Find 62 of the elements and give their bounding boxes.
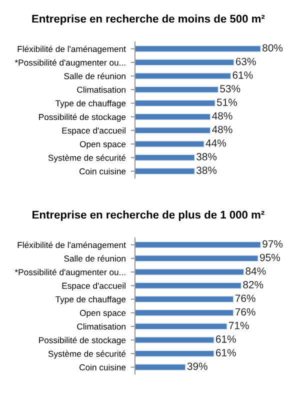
bar — [135, 72, 232, 80]
bar — [135, 86, 219, 94]
y-tick-label: Système de sécurité — [48, 350, 126, 359]
bar — [135, 254, 259, 262]
bar — [135, 336, 214, 344]
y-tick-label: Fléxibilité de l'aménagement — [18, 46, 126, 54]
y-tick-label: Salle de réunion — [64, 255, 126, 262]
y-tick-label: *Possibilité d'augmenter ou... — [14, 268, 126, 277]
data-label: 97% — [262, 240, 283, 248]
chart-title: Entreprise en recherche de moins de 500 m² — [32, 14, 265, 25]
y-tick-label: Coin cuisine — [80, 364, 126, 370]
bar — [135, 58, 234, 66]
data-label: 61% — [216, 349, 236, 356]
bar — [135, 364, 186, 371]
bar — [135, 296, 234, 303]
y-tick-label: Type de chauffage — [55, 100, 126, 108]
data-label: 48% — [212, 126, 232, 134]
data-label: 82% — [243, 281, 264, 288]
y-tick-label: Possibilité de stockage — [39, 114, 126, 122]
bar — [135, 350, 214, 358]
bar — [135, 309, 234, 316]
y-tick-label: Coin cuisine — [80, 168, 126, 174]
data-label: 84% — [246, 267, 266, 275]
y-tick-label: Espace d'accueil — [62, 127, 126, 136]
data-label: 80% — [262, 44, 283, 52]
data-label: 48% — [212, 112, 232, 120]
y-tick-label: Climatisation — [77, 323, 126, 330]
bar — [135, 282, 242, 290]
y-tick-label: Open space — [80, 310, 126, 318]
data-label: 51% — [216, 98, 238, 106]
y-tick-label: Fléxibilité de l'aménagement — [18, 242, 126, 250]
data-label: 61% — [216, 335, 236, 343]
chart-title: Entreprise en recherche de plus de 1 000 m² — [32, 210, 264, 221]
data-label: 76% — [235, 294, 256, 302]
y-tick-label: Possibilité de stockage — [39, 336, 126, 345]
y-tick-label: Espace d'accueil — [62, 282, 126, 291]
bar — [135, 100, 216, 107]
bar — [135, 140, 205, 148]
bar — [135, 154, 196, 162]
data-label: 38% — [196, 153, 217, 160]
data-label: 95% — [260, 254, 280, 262]
bar — [135, 45, 262, 52]
data-label: 61% — [232, 71, 253, 79]
bar — [135, 168, 196, 175]
y-tick-label: Open space — [80, 141, 126, 149]
y-tick-label: Salle de réunion — [64, 72, 126, 80]
bar — [135, 241, 262, 248]
data-label: 53% — [220, 85, 240, 92]
data-label: 76% — [235, 308, 256, 316]
data-label: 71% — [228, 322, 249, 330]
data-label: 44% — [206, 139, 226, 147]
bar — [135, 126, 211, 134]
y-tick-label: Système de sécurité — [48, 154, 126, 163]
data-label: 38% — [196, 166, 217, 174]
bar — [135, 113, 211, 120]
bar — [135, 268, 244, 276]
y-tick-label: Climatisation — [77, 86, 126, 93]
y-tick-label: Type de chauffage — [55, 296, 126, 304]
bar — [135, 322, 228, 330]
data-label: 39% — [187, 362, 208, 370]
data-label: 63% — [236, 58, 256, 66]
y-tick-label: *Possibilité d'augmenter ou... — [14, 59, 126, 68]
